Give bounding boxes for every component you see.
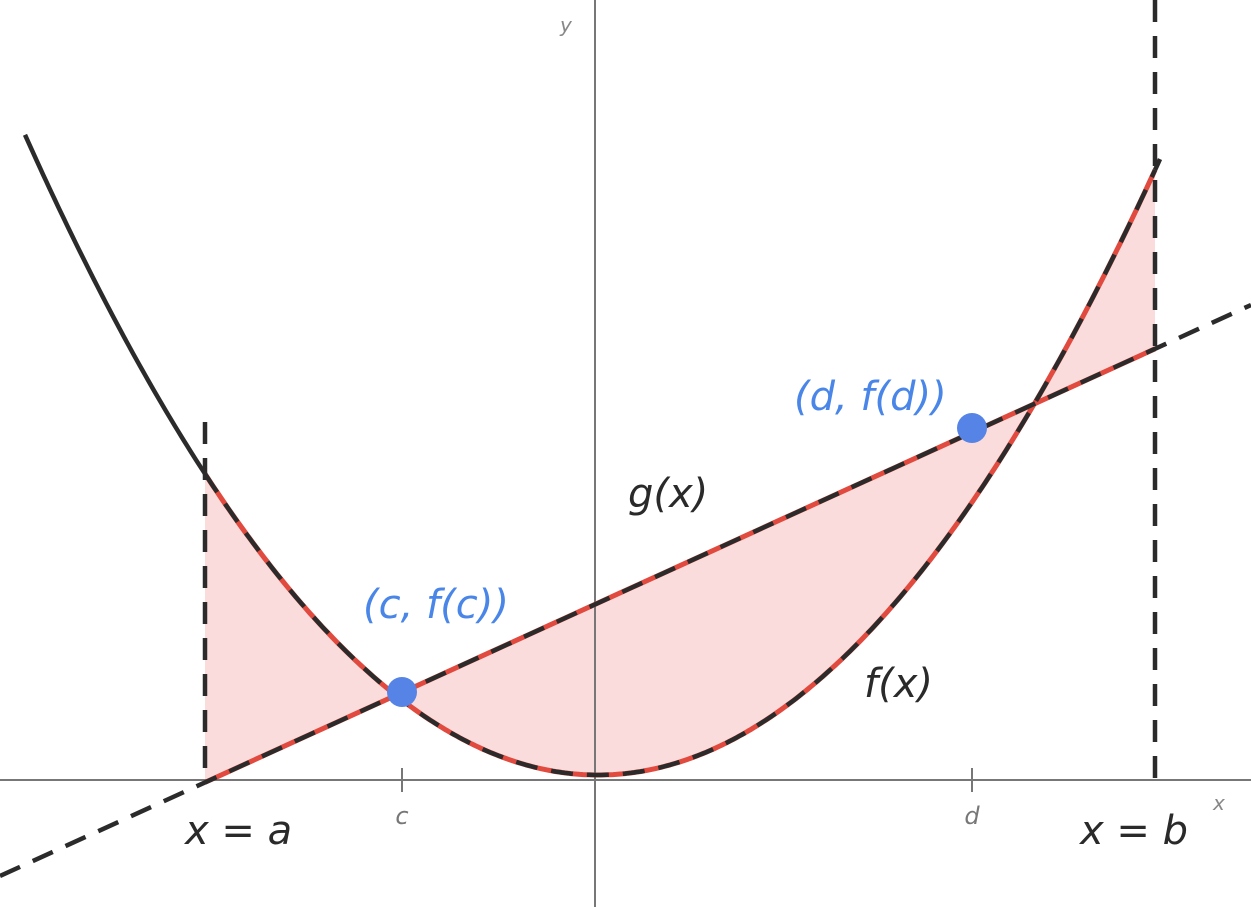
curve-f: [22, 133, 1163, 476]
tick-label-d: d: [964, 802, 980, 830]
line-g: [0, 302, 1251, 879]
point-d: [957, 413, 987, 443]
shaded-region-a-to-c: [205, 473, 402, 783]
shaded-region-d-to-b: [972, 170, 1155, 503]
curve-label-g: g(x): [628, 471, 708, 517]
bound-label-a: x = a: [183, 808, 292, 854]
shaded-regions: [205, 170, 1155, 783]
x-axis-label: x: [1212, 791, 1225, 815]
point-label-c: (c, f(c)): [363, 582, 509, 628]
point-c: [387, 677, 417, 707]
bound-label-b: x = b: [1078, 808, 1188, 854]
y-axis-label: y: [559, 13, 573, 37]
curve-label-f: f(x): [864, 661, 933, 707]
shaded-region-c-to-d: [402, 432, 972, 775]
tick-label-c: c: [395, 802, 408, 830]
point-label-d: (d, f(d)): [794, 374, 947, 420]
